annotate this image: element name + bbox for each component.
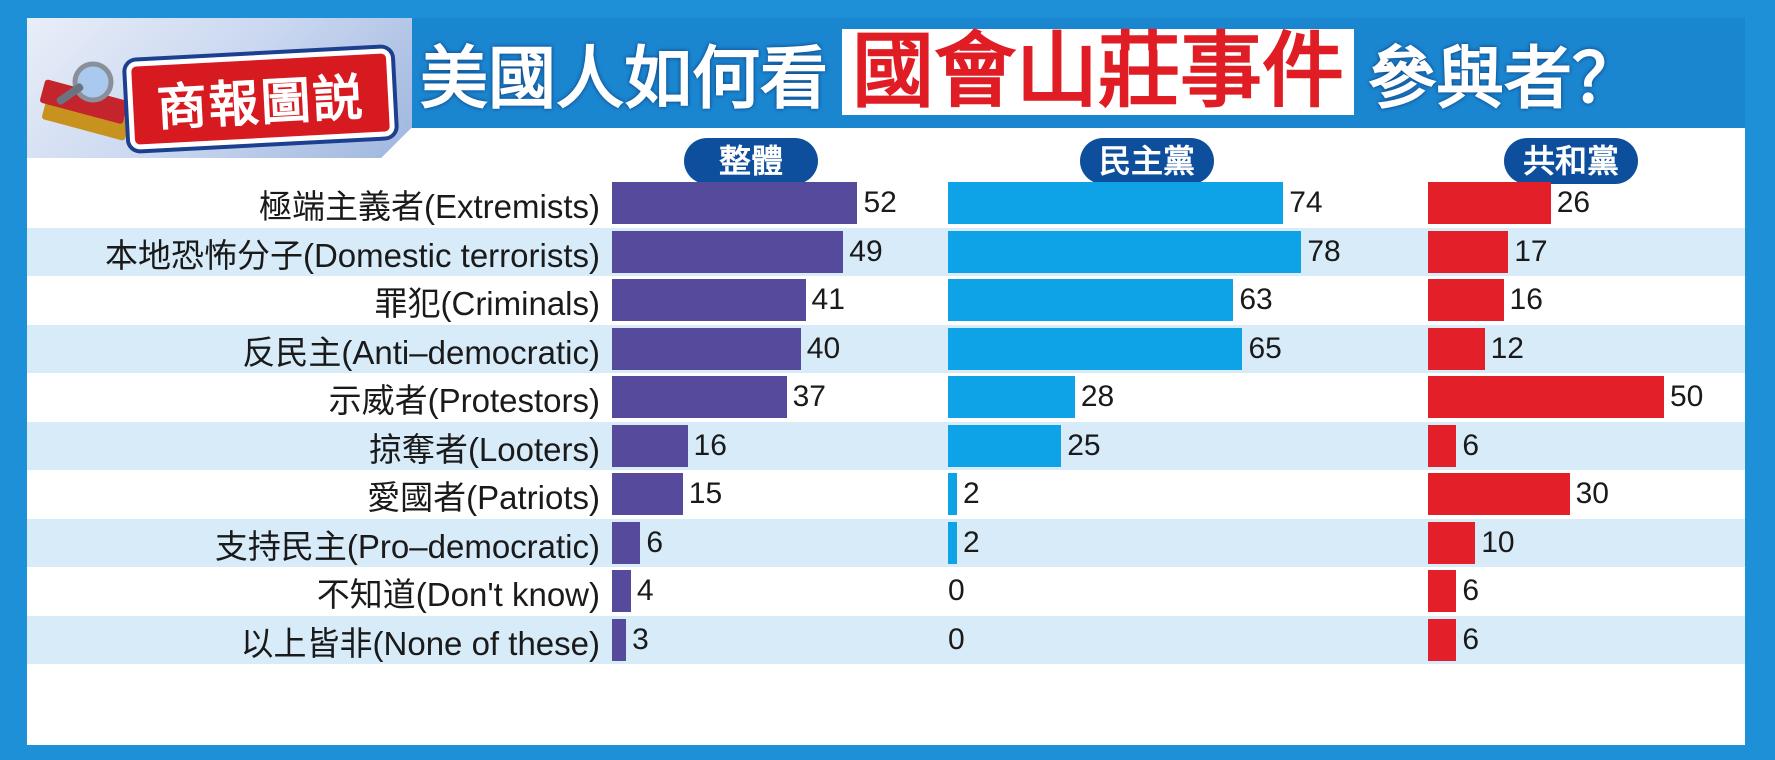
title-part2: 參與者？ [1368, 39, 1641, 119]
data-label: 2 [963, 477, 980, 510]
bar-overall [612, 521, 641, 564]
bar-republicans [1428, 521, 1476, 564]
category-label: 掠奪者(Looters) [368, 430, 600, 468]
bar-democrats [948, 473, 958, 515]
bar-overall [612, 230, 844, 273]
data-label: 63 [1239, 283, 1273, 316]
bar-republicans [1428, 327, 1485, 370]
series-label-1: 民主黨 [1080, 138, 1214, 184]
bar-republicans [1428, 618, 1457, 661]
data-label: 10 [1481, 525, 1515, 559]
bar-overall [612, 182, 858, 224]
bar-republicans [1428, 279, 1504, 321]
bar-overall [612, 327, 801, 370]
category-label: 以上皆非(None of these) [240, 624, 600, 662]
category-label: 罪犯(Criminals) [374, 285, 601, 322]
data-label: 41 [811, 283, 845, 316]
category-label: 示威者(Protestors) [328, 382, 600, 419]
category-label: 支持民主(Pro–democratic) [214, 527, 600, 565]
bar-republicans [1428, 182, 1551, 224]
data-label: 17 [1514, 234, 1548, 268]
book-magnifier-icon [40, 61, 130, 141]
data-label: 65 [1248, 331, 1282, 365]
bar-democrats [948, 327, 1243, 370]
data-label: 28 [1080, 380, 1115, 413]
data-label: 78 [1307, 234, 1341, 268]
title-highlight: 國會山莊事件 [842, 29, 1355, 115]
category-label: 愛國者(Patriots) [367, 479, 600, 516]
bar-republicans [1428, 376, 1664, 418]
title-part1: 美國人如何看 [420, 39, 829, 119]
logo-badge: 商報圖説 [125, 48, 396, 150]
data-label: 0 [948, 622, 965, 656]
bar-democrats [948, 424, 1062, 467]
row-background [27, 421, 1745, 470]
bar-overall [612, 279, 806, 321]
bar-republicans [1428, 424, 1457, 467]
bar-democrats [948, 279, 1234, 321]
data-label: 6 [646, 525, 663, 559]
bar-democrats [948, 376, 1075, 418]
bar-overall [612, 570, 631, 612]
data-label: 16 [693, 428, 727, 462]
bar-overall [612, 376, 787, 418]
bar-democrats [948, 182, 1284, 224]
data-label: 0 [948, 574, 965, 607]
data-label: 12 [1490, 331, 1524, 365]
data-label: 6 [1462, 622, 1479, 656]
data-label: 25 [1067, 428, 1101, 462]
category-label: 極端主義者(Extremists) [259, 188, 600, 225]
data-label: 40 [806, 331, 841, 365]
data-label: 16 [1509, 283, 1543, 316]
data-label: 15 [688, 477, 723, 510]
bar-democrats [948, 230, 1302, 273]
data-label: 52 [863, 186, 897, 219]
data-label: 4 [636, 574, 654, 607]
bar-republicans [1428, 473, 1570, 515]
logo-text: 商報圖説 [155, 67, 367, 138]
data-label: 50 [1670, 380, 1704, 413]
data-label: 6 [1462, 428, 1479, 462]
data-label: 3 [632, 622, 649, 656]
data-label: 74 [1289, 186, 1323, 219]
data-label: 30 [1575, 477, 1609, 510]
bar-democrats [948, 521, 958, 564]
category-label: 反民主(Anti–democratic) [242, 333, 600, 371]
bar-republicans [1428, 570, 1457, 612]
category-label: 不知道(Don't know) [316, 576, 600, 613]
data-label: 49 [849, 234, 883, 268]
chart-title: 美國人如何看 國會山莊事件 參與者？ [420, 22, 1640, 122]
data-label: 6 [1462, 574, 1479, 607]
data-label: 26 [1556, 186, 1591, 219]
category-label: 本地恐怖分子(Domestic terrorists) [104, 236, 600, 274]
series-label-2: 共和黨 [1504, 138, 1638, 184]
bar-overall [612, 473, 683, 515]
bar-overall [612, 618, 627, 661]
data-label: 37 [792, 380, 826, 413]
series-label-0: 整體 [684, 138, 818, 184]
bar-overall [612, 424, 688, 467]
row-background [27, 615, 1745, 664]
bar-republicans [1428, 230, 1509, 273]
data-label: 2 [963, 525, 980, 559]
